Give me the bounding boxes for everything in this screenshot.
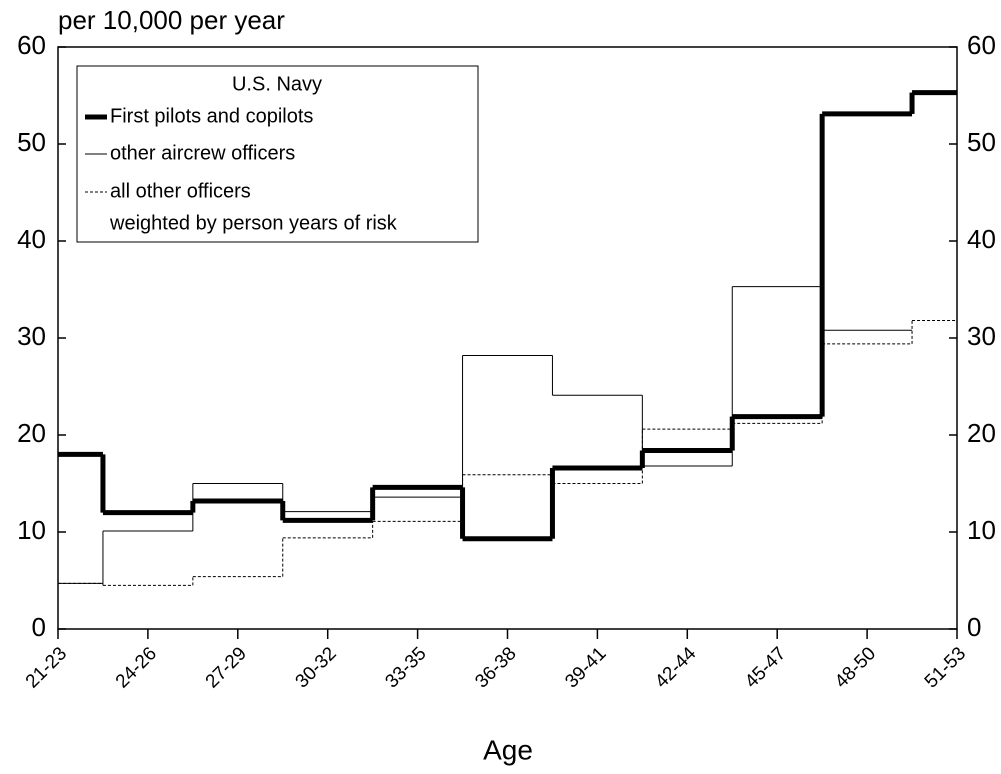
y-tick-label: 10	[17, 515, 46, 545]
x-tick-label: 51-53	[921, 643, 970, 692]
y-tick-label: 60	[17, 30, 46, 60]
y-tick-label: 40	[17, 224, 46, 254]
x-tick-label: 39-41	[561, 643, 610, 692]
y2-tick-label: 50	[967, 127, 996, 157]
y-tick-label: 20	[17, 418, 46, 448]
legend-title: U.S. Navy	[232, 73, 322, 95]
y2-tick-label: 20	[967, 418, 996, 448]
y2-tick-label: 40	[967, 224, 996, 254]
x-tick-label: 33-35	[381, 643, 430, 692]
y-axis-label: per 10,000 per year	[58, 5, 285, 35]
y2-tick-label: 10	[967, 515, 996, 545]
y-tick-label: 0	[32, 612, 46, 642]
x-tick-label: 36-38	[471, 643, 520, 692]
legend-label: all other officers	[110, 180, 251, 202]
x-axis-label: Age	[483, 734, 533, 765]
y2-tick-label: 0	[967, 612, 981, 642]
y-tick-label: 50	[17, 127, 46, 157]
x-tick-label: 27-29	[202, 643, 251, 692]
y-tick-label: 30	[17, 321, 46, 351]
legend-box	[76, 65, 479, 243]
legend-note: weighted by person years of risk	[109, 212, 398, 234]
x-tick-label: 24-26	[112, 643, 161, 692]
y2-tick-label: 60	[967, 30, 996, 60]
x-tick-label: 21-23	[22, 643, 71, 692]
x-tick-label: 30-32	[292, 643, 341, 692]
x-tick-label: 48-50	[831, 643, 880, 692]
legend-label: other aircrew officers	[110, 142, 295, 164]
x-tick-label: 45-47	[741, 643, 790, 692]
y2-tick-label: 30	[967, 321, 996, 351]
x-tick-label: 42-44	[651, 643, 701, 693]
legend-label: First pilots and copilots	[110, 105, 313, 127]
